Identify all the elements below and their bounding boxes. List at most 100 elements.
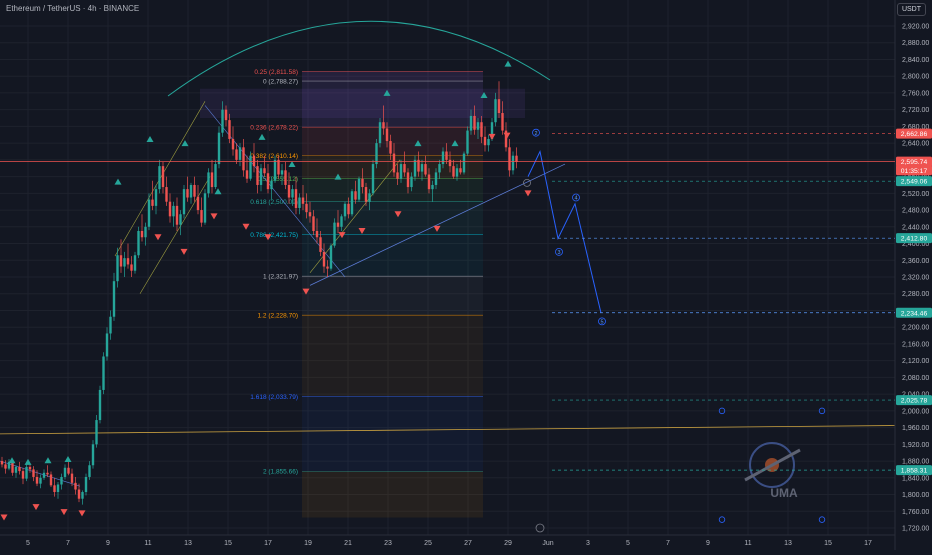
candle-body: [406, 172, 410, 188]
candle-body: [284, 170, 287, 185]
x-tick-label: 5: [26, 540, 30, 547]
y-tick-label: 2,160.00: [902, 341, 929, 348]
buy-signal-triangle: [383, 89, 391, 96]
x-tick-label: 9: [706, 540, 710, 547]
candle-body: [473, 115, 476, 130]
candle-body: [420, 164, 424, 172]
x-tick-label: 13: [784, 540, 792, 547]
wave-circle: [598, 317, 606, 326]
candle-body: [186, 189, 189, 198]
candle-body: [28, 466, 32, 470]
currency-button[interactable]: USDT: [896, 3, 926, 16]
candle-body: [294, 189, 298, 208]
x-tick-label: 29: [504, 540, 512, 547]
buy-signal-triangle: [451, 140, 459, 147]
fib-level-label: 0.382 (2,610.14): [250, 153, 298, 160]
buy-signal-triangle: [8, 457, 16, 464]
candle-body: [508, 147, 511, 171]
candle-body: [333, 222, 336, 246]
price-tag: [896, 176, 932, 187]
candle-body: [357, 178, 361, 200]
candle-body: [266, 173, 270, 190]
y-tick-label: 2,000.00: [902, 408, 929, 415]
x-tick-label: 11: [144, 540, 151, 547]
y-tick-label: 2,080.00: [902, 375, 929, 382]
rect-zone: [200, 88, 525, 119]
candle-body: [21, 471, 25, 479]
x-tick-label: 9: [106, 540, 110, 547]
candle-body: [354, 191, 357, 200]
candle-body: [312, 216, 315, 231]
candle-body: [74, 482, 77, 490]
fib-zone: [302, 71, 483, 82]
y-tick-label: 1,760.00: [902, 509, 929, 516]
candle-body: [305, 203, 308, 213]
sell-signal-triangle: [180, 248, 188, 255]
candle-body: [53, 485, 56, 493]
fib-level-label: 1.618 (2,033.79): [250, 394, 298, 401]
candle-body: [382, 122, 385, 129]
candle-body: [364, 187, 368, 202]
candle-body: [242, 147, 245, 171]
candle-body: [196, 196, 200, 211]
arc-line: [167, 20, 551, 97]
candle-body: [123, 258, 126, 267]
y-tick-label: 2,480.00: [902, 208, 929, 215]
candle-body: [287, 184, 291, 198]
fib-level-label: 1.2 (2,228.70): [258, 313, 298, 320]
candle-body: [466, 130, 469, 154]
x-tick-label: 23: [384, 540, 392, 547]
candle-body: [504, 130, 508, 148]
wave-circle: [555, 247, 563, 256]
candle-body: [515, 155, 518, 162]
candle-body: [144, 226, 147, 238]
x-tick-label: 7: [666, 540, 670, 547]
candle-body: [298, 197, 301, 208]
symbol-header[interactable]: Ethereum / TetherUS · 4h · BINANCE: [6, 4, 140, 13]
y-tick-label: 2,200.00: [902, 325, 929, 332]
candle-body: [438, 164, 441, 173]
wave-label: 2: [534, 131, 537, 137]
candle-body: [172, 205, 175, 217]
candle-body: [326, 266, 329, 269]
candle-body: [88, 465, 91, 477]
candle-body: [445, 151, 448, 160]
time-marker-circle: [718, 407, 726, 415]
candle-body: [277, 159, 280, 175]
candle-body: [147, 199, 151, 227]
x-tick-label: 19: [304, 540, 312, 547]
x-tick-label: 17: [264, 540, 272, 547]
y-tick-label: 2,680.00: [902, 124, 929, 131]
fib-zone: [302, 276, 483, 316]
candle-body: [109, 316, 112, 334]
wave-circle: [532, 128, 540, 137]
sell-signal-triangle: [60, 509, 68, 516]
x-tick-label: 25: [424, 540, 432, 547]
candle-body: [452, 166, 455, 177]
candle-body: [11, 461, 14, 473]
fib-level-label: 0 (2,788.27): [263, 79, 298, 86]
wave-label: 5: [600, 320, 603, 326]
x-tick-label: 5: [626, 540, 630, 547]
candle-body: [361, 178, 364, 188]
fib-level-label: 0.5 (2,555.12): [258, 176, 298, 183]
buy-signal-triangle: [480, 92, 488, 99]
candle-body: [235, 149, 238, 160]
sell-signal-triangle: [524, 190, 532, 197]
fib-level-label: 0.618 (2,500.09): [250, 199, 298, 206]
candle-body: [490, 122, 494, 139]
y-tick-label: 2,360.00: [902, 258, 929, 265]
candle-body: [343, 203, 347, 217]
fib-zone: [302, 315, 483, 397]
sell-signal-triangle: [488, 133, 496, 140]
buy-signal-triangle: [44, 457, 52, 464]
time-marker-circle: [818, 516, 826, 523]
candle-body: [175, 205, 179, 225]
trend-line: [0, 425, 896, 435]
sell-signal-triangle: [242, 223, 250, 230]
candle-body: [322, 251, 326, 267]
candle-body: [165, 187, 168, 202]
fib-level-label: 0.25 (2,811.58): [254, 69, 298, 76]
